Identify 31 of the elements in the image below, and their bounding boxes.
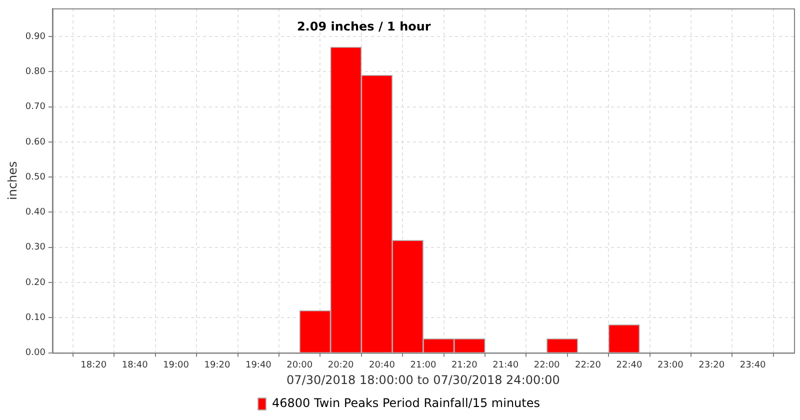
x-tick-label: 21:20 bbox=[451, 360, 478, 371]
y-tick-label: 0.10 bbox=[25, 313, 46, 323]
y-tick-label: 0.50 bbox=[25, 172, 46, 182]
y-tick-label: 0.90 bbox=[25, 32, 46, 42]
x-tick-label: 21:00 bbox=[410, 360, 436, 371]
x-tick-label: 20:40 bbox=[369, 360, 396, 371]
x-tick-label: 23:40 bbox=[740, 360, 766, 371]
x-tick-label: 21:40 bbox=[492, 360, 519, 371]
text: 2.09 inches / 1 hour bbox=[296, 20, 431, 34]
y-tick-label: 0.20 bbox=[25, 278, 46, 288]
legend-label: 46800 Twin Peaks Period Rainfall/15 minutes bbox=[272, 396, 540, 410]
x-tick-label: 23:00 bbox=[657, 360, 684, 371]
y-tick-label: 0.30 bbox=[25, 242, 46, 253]
x-tick-label: 22:20 bbox=[575, 360, 602, 371]
y-tick-label: 0.70 bbox=[25, 102, 46, 112]
x-tick-label: 22:00 bbox=[534, 360, 560, 371]
y-tick-label: 0.40 bbox=[25, 208, 46, 218]
y-axis-title: inches bbox=[5, 161, 20, 200]
y-tick-label: 0.60 bbox=[25, 137, 46, 148]
x-tick-label: 19:20 bbox=[204, 360, 230, 371]
y-tick-label: 0.80 bbox=[25, 67, 46, 77]
x-tick-label: 20:20 bbox=[328, 360, 354, 371]
x-tick-label: 19:00 bbox=[163, 360, 190, 371]
x-tick-label: 20:00 bbox=[286, 360, 313, 371]
x-tick-label: 18:40 bbox=[122, 360, 148, 371]
x-tick-label: 23:20 bbox=[698, 360, 725, 371]
x-tick-label: 18:20 bbox=[80, 360, 107, 371]
x-axis-title: 07/30/2018 18:00:00 to 07/30/2018 24:00:00 bbox=[286, 372, 560, 387]
y-tick-label: 0.00 bbox=[25, 348, 46, 358]
x-tick-label: 22:40 bbox=[616, 360, 642, 371]
x-tick-label: 19:40 bbox=[245, 360, 272, 371]
